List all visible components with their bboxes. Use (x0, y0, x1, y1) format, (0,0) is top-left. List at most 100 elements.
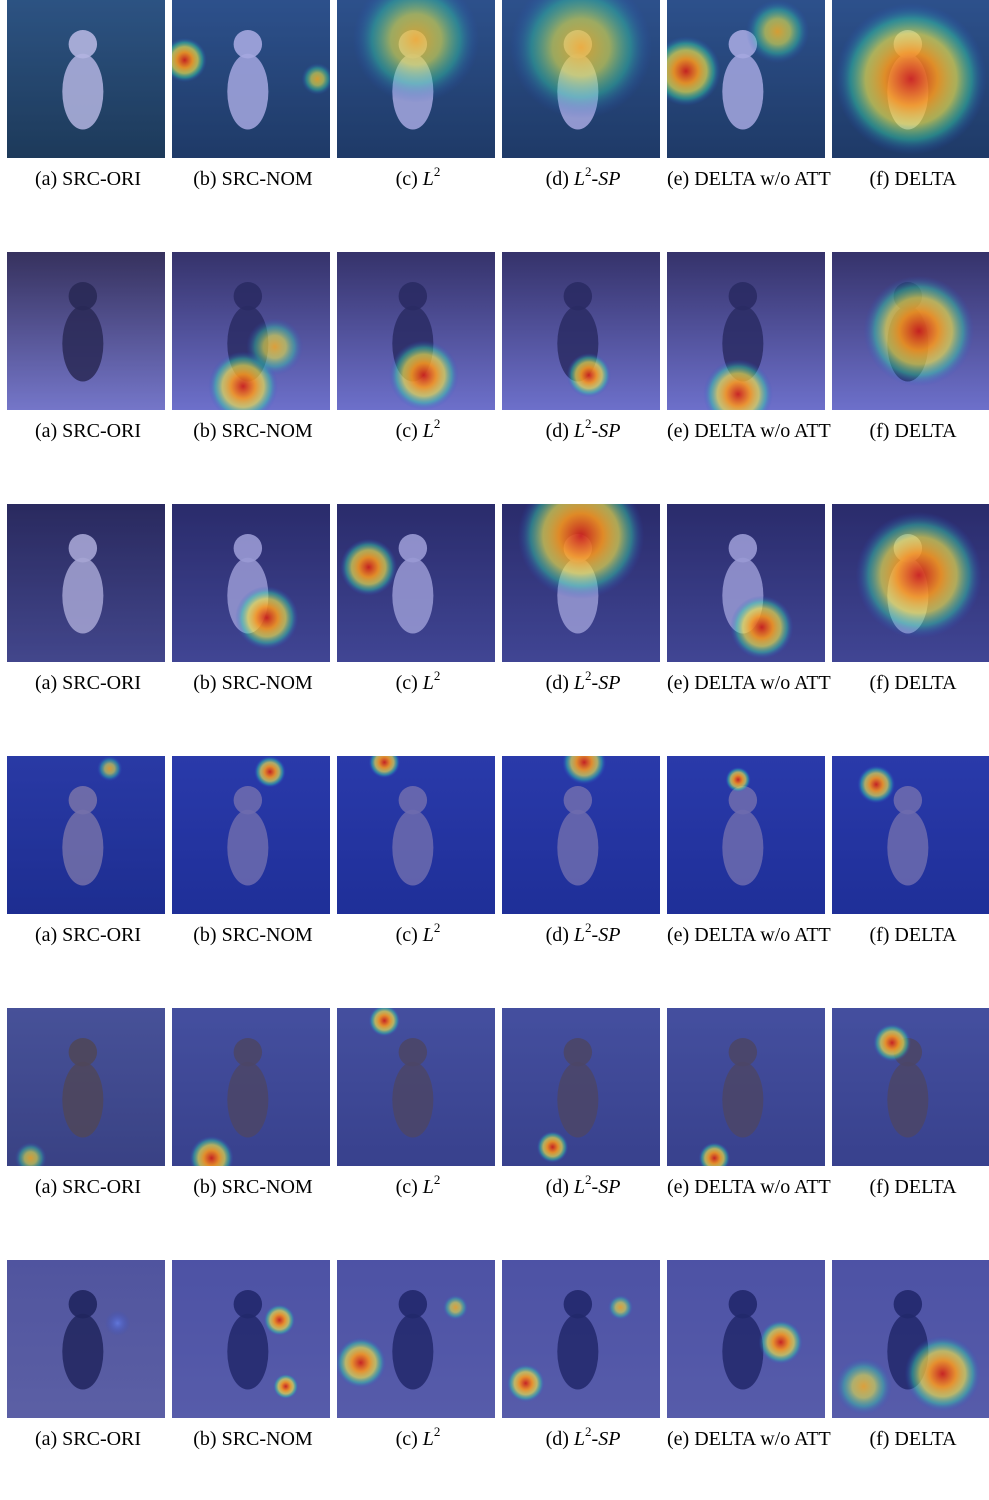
panel-caption: (d) L2-SP (496, 1424, 670, 1452)
caption-label: (f) DELTA (869, 420, 957, 442)
caption-label: (e) DELTA w/o ATT (667, 672, 831, 694)
caption-label: (b) SRC-NOM (193, 924, 313, 946)
caption-label: (c) (395, 924, 423, 946)
caption-label: (c) (395, 168, 423, 190)
caption-label: (f) DELTA (869, 924, 957, 946)
caption-suffix: -SP (591, 420, 621, 442)
heatmap-image (172, 1008, 330, 1166)
panel-caption: (c) L2 (331, 165, 505, 192)
heatmap-image (7, 1008, 165, 1166)
heat-spot (517, 504, 645, 599)
heat-spot (857, 765, 896, 804)
heatmap-image (7, 252, 165, 410)
heat-spot (536, 1131, 569, 1163)
caption-superscript: 2 (585, 1172, 592, 1187)
caption-label: (d) (545, 924, 574, 946)
heatmap-image (337, 1260, 495, 1418)
heatmap-image (667, 1260, 825, 1418)
heatmap-image (667, 0, 825, 158)
caption-label: (d) (545, 420, 574, 442)
caption-label: (b) SRC-NOM (193, 1176, 313, 1198)
heat-spot (337, 1337, 386, 1388)
caption-label: (e) DELTA w/o ATT (667, 1176, 831, 1198)
heatmap-image (502, 504, 660, 662)
heatmap-image (502, 1008, 660, 1166)
panel-caption: (f) DELTA (826, 670, 989, 696)
panel-caption: (b) SRC-NOM (166, 670, 340, 696)
heat-spot (301, 63, 330, 95)
panel-caption: (f) DELTA (826, 166, 989, 192)
panel-caption: (d) L2-SP (496, 921, 670, 948)
panel-caption: (c) L2 (331, 921, 505, 948)
caption-label: (e) DELTA w/o ATT (667, 168, 831, 190)
caption-superscript: 2 (585, 164, 592, 179)
caption-label: (a) SRC-ORI (34, 672, 142, 694)
heatmap-image (7, 504, 165, 662)
heat-spot (104, 1310, 131, 1336)
heatmap-image (172, 756, 330, 914)
caption-suffix: -SP (591, 672, 621, 694)
caption-suffix: -SP (591, 924, 621, 946)
heatmap-image (667, 252, 825, 410)
caption-math: L (422, 168, 434, 190)
heat-spot (607, 1294, 634, 1321)
caption-label: (d) (545, 168, 574, 190)
heat-spot (835, 1357, 893, 1415)
caption-label: (a) SRC-ORI (34, 1428, 142, 1450)
panel-caption: (b) SRC-NOM (166, 1174, 340, 1200)
figure-row-1: (a) SRC-ORI (b) SRC-NOM (c) L2 (d) L2-SP (e)… (0, 0, 989, 240)
heatmap-image (172, 252, 330, 410)
panel-caption: (d) L2-SP (496, 1172, 670, 1200)
caption-label: (d) (545, 1428, 574, 1450)
panel-caption: (a) SRC-ORI (1, 1426, 175, 1452)
caption-label: (b) SRC-NOM (193, 420, 313, 442)
heat-spot (746, 0, 810, 64)
caption-math: L (573, 1428, 586, 1450)
heat-spot (506, 1364, 545, 1403)
caption-label: (e) DELTA w/o ATT (667, 924, 831, 946)
heat-spot (97, 756, 123, 782)
panel-caption: (a) SRC-ORI (1, 1174, 175, 1200)
caption-suffix: -SP (591, 1176, 621, 1198)
panel-caption: (d) L2-SP (496, 669, 670, 696)
panel-caption: (c) L2 (331, 1425, 505, 1452)
heat-spot (730, 595, 794, 659)
heatmap-image (832, 504, 989, 662)
caption-label: (c) (395, 1428, 423, 1450)
figure-row-4: (a) SRC-ORI (b) SRC-NOM (c) L2 (d) L2-SP (e)… (0, 756, 989, 996)
heatmap-image (832, 1260, 989, 1418)
heatmap-image (502, 756, 660, 914)
caption-label: (a) SRC-ORI (34, 1176, 142, 1198)
heatmap-image (7, 0, 165, 158)
heatmap-image (502, 0, 660, 158)
panel-caption: (c) L2 (331, 417, 505, 444)
caption-superscript: 2 (585, 1424, 592, 1439)
caption-math: L (422, 420, 434, 442)
heat-spot (855, 511, 983, 639)
caption-label: (f) DELTA (869, 672, 957, 694)
heat-spot (442, 1294, 469, 1321)
heat-spot (273, 1373, 299, 1400)
heat-spot (14, 1142, 47, 1166)
heatmap-image (7, 756, 165, 914)
caption-label: (a) SRC-ORI (34, 924, 142, 946)
caption-label: (e) DELTA w/o ATT (667, 420, 831, 442)
caption-label: (a) SRC-ORI (34, 420, 142, 442)
heat-spot (873, 1023, 911, 1062)
heat-spot (368, 1008, 401, 1037)
heat-spot (667, 36, 721, 106)
heat-spot (235, 586, 299, 650)
caption-math: L (573, 420, 586, 442)
heatmap-image (832, 1008, 989, 1166)
caption-math: L (422, 672, 434, 694)
caption-math: L (422, 1428, 434, 1450)
heat-spot (566, 353, 612, 398)
heat-spot (340, 538, 398, 596)
heat-spot (246, 318, 304, 376)
heatmap-image (337, 0, 495, 158)
panel-caption: (d) L2-SP (496, 417, 670, 444)
panel-caption: (e) DELTA w/o ATT (667, 670, 839, 696)
heatmap-image (667, 504, 825, 662)
panel-caption: (a) SRC-ORI (1, 922, 175, 948)
caption-label: (b) SRC-NOM (193, 672, 313, 694)
